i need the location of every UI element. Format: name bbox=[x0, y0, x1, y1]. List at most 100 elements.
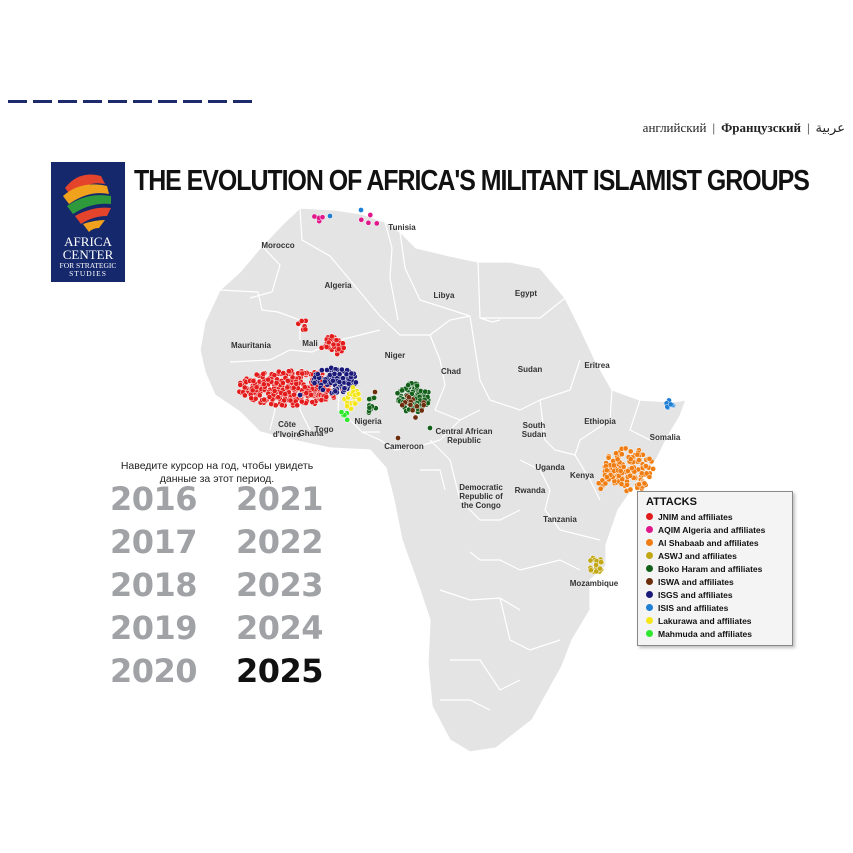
legend-title: ATTACKS bbox=[646, 496, 697, 508]
attack-dot bbox=[298, 318, 305, 324]
attack-dot bbox=[265, 376, 271, 383]
attack-dot bbox=[366, 404, 373, 411]
country-label: Egypt bbox=[515, 289, 538, 298]
country-label: Republic of bbox=[459, 492, 503, 501]
attack-dot bbox=[341, 385, 348, 392]
attack-dot bbox=[242, 392, 248, 399]
attack-dot bbox=[406, 394, 412, 401]
attack-dot bbox=[336, 371, 343, 378]
attack-dot bbox=[241, 384, 248, 391]
attack-dot bbox=[366, 396, 373, 402]
attack-dot bbox=[412, 414, 419, 421]
attack-dot bbox=[641, 480, 648, 487]
country-label: Cameroon bbox=[384, 442, 424, 451]
country-label: Kenya bbox=[570, 471, 595, 480]
year-2020[interactable]: 2020 bbox=[110, 652, 198, 690]
attack-dot bbox=[667, 401, 674, 408]
year-2025[interactable]: 2025 bbox=[236, 652, 324, 690]
country-borders bbox=[219, 207, 669, 711]
country-label: Uganda bbox=[535, 463, 565, 472]
country-label: Tunisia bbox=[388, 223, 416, 232]
country-label: Somalia bbox=[650, 433, 681, 442]
legend-swatch bbox=[646, 552, 653, 559]
attack-dot bbox=[303, 390, 310, 396]
attack-dot bbox=[414, 382, 420, 389]
country-label: Ghana bbox=[299, 429, 324, 438]
attack-dot bbox=[627, 456, 634, 463]
attack-dot bbox=[297, 392, 303, 398]
country-label: Morocco bbox=[261, 241, 294, 250]
country-label: Democratic bbox=[459, 483, 503, 492]
attack-dot bbox=[318, 367, 325, 373]
attack-dot bbox=[323, 394, 330, 400]
attack-dot bbox=[365, 219, 372, 226]
attack-dot bbox=[604, 474, 610, 480]
attack-dot bbox=[602, 480, 609, 487]
attack-dot bbox=[643, 463, 649, 469]
attack-dot bbox=[338, 409, 345, 415]
attack-dot bbox=[627, 448, 634, 455]
year-2024[interactable]: 2024 bbox=[236, 609, 324, 647]
attack-dot bbox=[301, 384, 308, 390]
legend-item: Al Shabaab and affiliates bbox=[646, 536, 784, 549]
attack-dot bbox=[253, 384, 260, 391]
attack-dot bbox=[330, 341, 337, 348]
attack-dot bbox=[353, 379, 359, 386]
legend-item: Lakurawa and affiliates bbox=[646, 614, 784, 627]
attack-dot bbox=[279, 402, 285, 408]
attack-dot bbox=[271, 372, 278, 379]
attack-dot bbox=[405, 382, 411, 389]
attack-dot bbox=[340, 345, 347, 351]
country-label: Chad bbox=[441, 367, 461, 376]
year-2021[interactable]: 2021 bbox=[236, 480, 324, 518]
attack-dot bbox=[371, 395, 377, 401]
africa-center-logo: AFRICA CENTER FOR STRATEGIC STUDIES bbox=[51, 162, 125, 282]
attack-dots bbox=[236, 207, 676, 575]
year-2018[interactable]: 2018 bbox=[110, 566, 198, 604]
attack-dot bbox=[284, 384, 291, 391]
attack-dot bbox=[271, 388, 278, 394]
country-label: Mozambique bbox=[570, 579, 619, 588]
year-2019[interactable]: 2019 bbox=[110, 609, 198, 647]
logo-line-3: FOR STRATEGIC bbox=[59, 261, 117, 270]
attack-dot bbox=[311, 213, 318, 220]
country-label: Mauritania bbox=[231, 341, 272, 350]
year-2016[interactable]: 2016 bbox=[110, 480, 198, 518]
country-label: Sudan bbox=[518, 365, 543, 374]
country-label: Central African bbox=[435, 427, 492, 436]
attack-dot bbox=[328, 333, 335, 340]
legend-label: Mahmuda and affiliates bbox=[658, 628, 752, 639]
legend-label: Boko Haram and affiliates bbox=[658, 563, 763, 574]
attack-dot bbox=[643, 470, 650, 477]
language-link-arabic[interactable]: عربية bbox=[815, 120, 845, 135]
hover-hint: Наведите курсор на год, чтобы увидеть да… bbox=[112, 460, 322, 486]
legend-item: JNIM and affiliates bbox=[646, 510, 784, 523]
attack-dot bbox=[311, 380, 318, 386]
attack-dot bbox=[333, 337, 340, 344]
decorative-dash-bar bbox=[8, 100, 252, 103]
legend-label: AQIM Algeria and affiliates bbox=[658, 524, 766, 535]
logo-line-4: STUDIES bbox=[69, 269, 107, 278]
attack-dot bbox=[618, 481, 625, 487]
attack-dot bbox=[298, 398, 305, 405]
attack-dot bbox=[323, 344, 330, 350]
year-2022[interactable]: 2022 bbox=[236, 523, 324, 561]
country-label: Libya bbox=[434, 291, 455, 300]
attack-dot bbox=[625, 468, 631, 474]
attack-dot bbox=[291, 391, 297, 398]
language-link-english[interactable]: английский bbox=[642, 120, 707, 135]
attack-dot bbox=[627, 472, 633, 479]
legend-label: JNIM and affiliates bbox=[658, 511, 733, 522]
attack-dot bbox=[597, 485, 604, 492]
attack-dot bbox=[319, 214, 326, 221]
language-link-french[interactable]: Французский bbox=[721, 120, 801, 135]
attack-dot bbox=[394, 390, 401, 397]
country-label: Sudan bbox=[522, 430, 547, 439]
year-2017[interactable]: 2017 bbox=[110, 523, 198, 561]
attack-dot bbox=[348, 370, 355, 377]
attack-dot bbox=[636, 481, 642, 488]
attack-dot bbox=[617, 468, 624, 474]
year-2023[interactable]: 2023 bbox=[236, 566, 324, 604]
legend-label: Al Shabaab and affiliates bbox=[658, 537, 759, 548]
